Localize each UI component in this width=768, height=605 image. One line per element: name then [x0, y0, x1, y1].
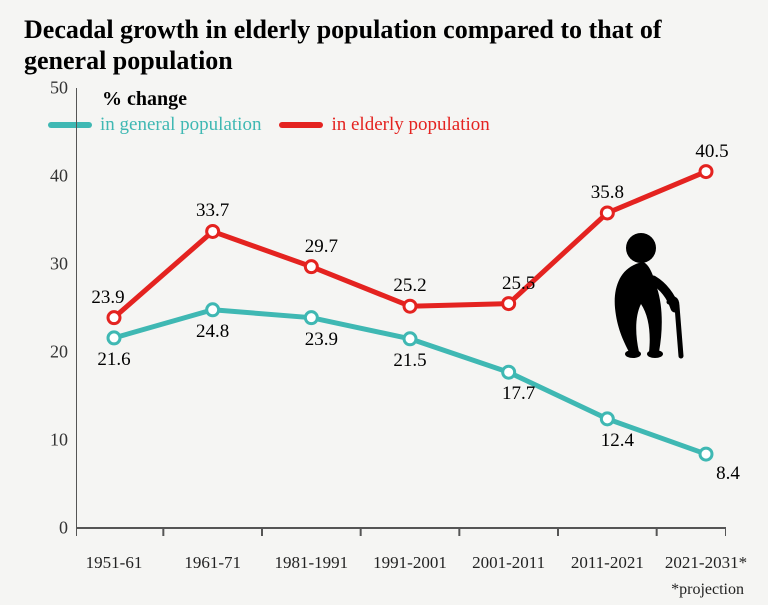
y-tick-label: 50 [50, 78, 68, 99]
data-label: 25.2 [393, 275, 426, 297]
y-tick-label: 20 [50, 342, 68, 363]
data-label: 40.5 [695, 141, 728, 163]
x-tick-label: 2011-2021 [571, 553, 644, 573]
data-label: 23.9 [91, 287, 124, 309]
x-tick-label: 1961-71 [184, 553, 241, 573]
x-tick-label: 1991-2001 [373, 553, 447, 573]
data-label: 35.8 [591, 182, 624, 204]
data-label: 17.7 [502, 383, 535, 405]
projection-note: *projection [671, 581, 744, 599]
y-tick-label: 0 [59, 518, 68, 539]
data-label: 29.7 [305, 236, 338, 258]
data-label: 33.7 [196, 200, 229, 222]
chart-area: % change in general population in elderl… [24, 88, 744, 575]
x-tick-label: 1981-1991 [274, 553, 348, 573]
y-tick-label: 40 [50, 166, 68, 187]
data-label: 23.9 [305, 329, 338, 351]
line-chart [76, 88, 726, 558]
data-label: 8.4 [716, 463, 740, 485]
data-label: 21.5 [393, 350, 426, 372]
x-tick-label: 2001-2011 [472, 553, 545, 573]
chart-title: Decadal growth in elderly population com… [24, 14, 744, 76]
data-label: 21.6 [97, 349, 130, 371]
data-label: 24.8 [196, 321, 229, 343]
x-tick-label: 1951-61 [86, 553, 143, 573]
y-tick-label: 30 [50, 254, 68, 275]
x-tick-label: 2021-2031* [665, 553, 747, 573]
data-label: 12.4 [601, 430, 634, 452]
y-tick-label: 10 [50, 430, 68, 451]
data-label: 25.5 [502, 273, 535, 295]
